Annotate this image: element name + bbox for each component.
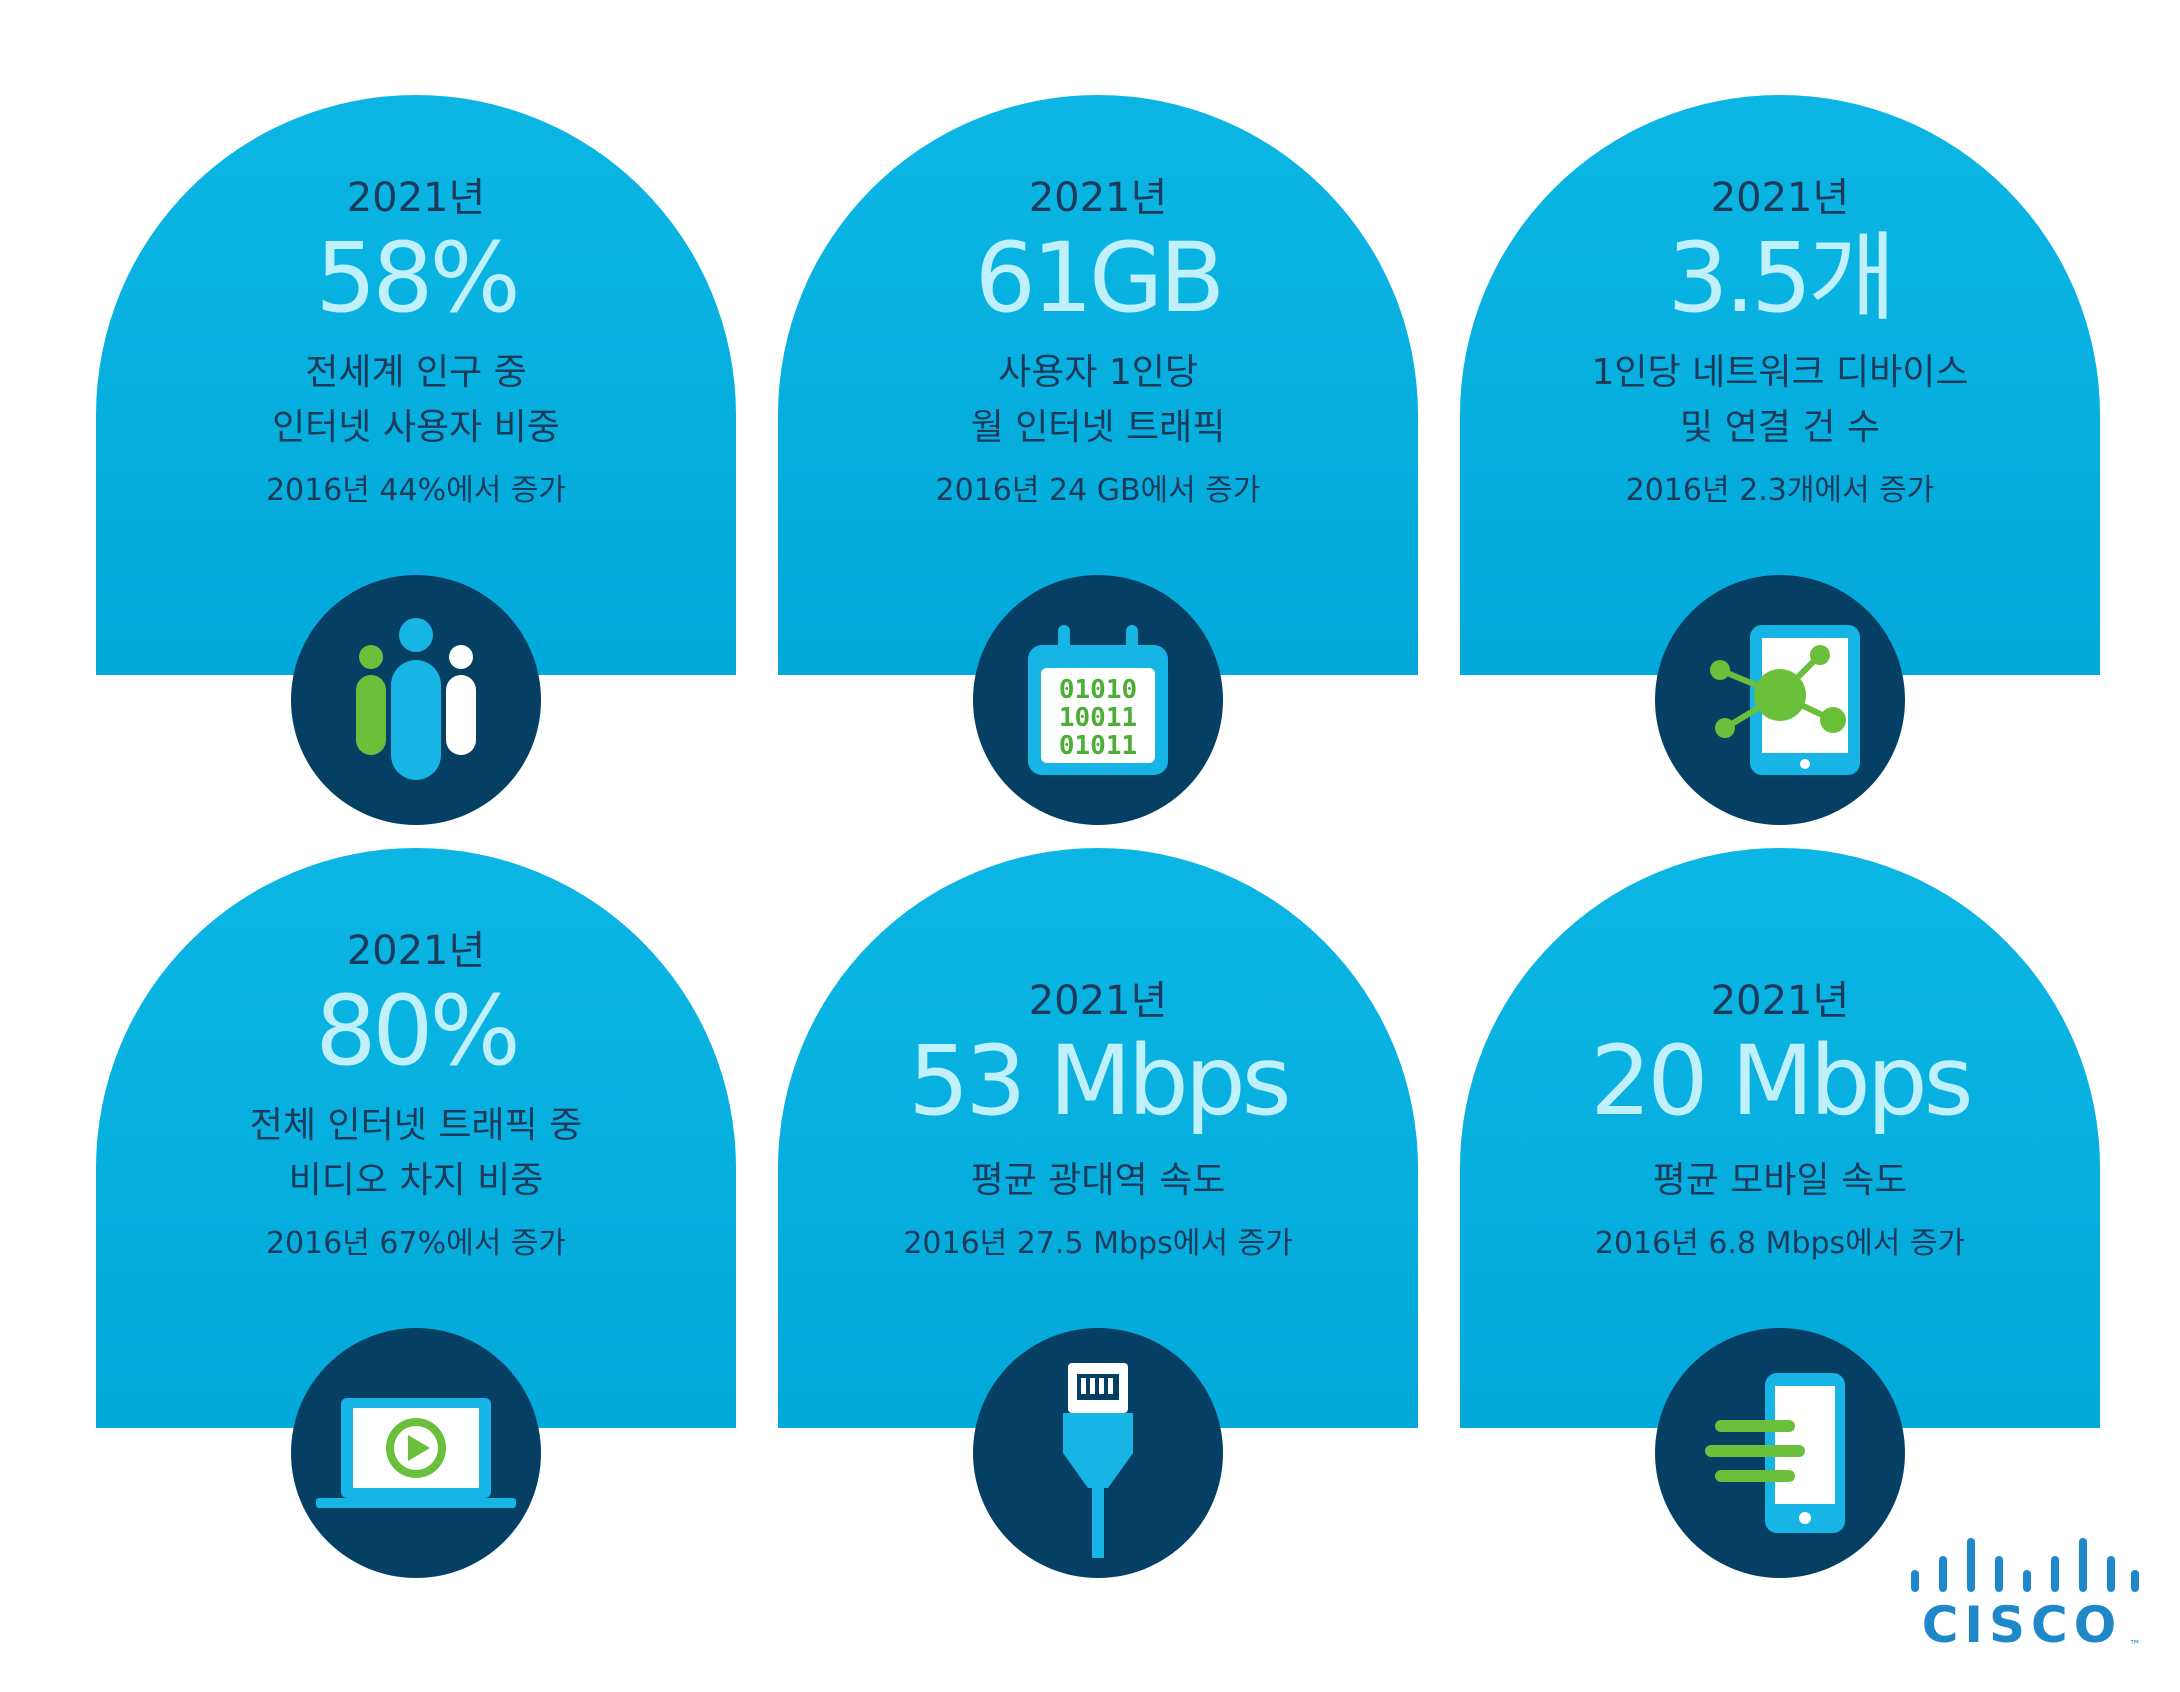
card-year: 2021년 bbox=[1028, 978, 1168, 1024]
card-growth-note: 2016년 27.5 Mbps에서 증가 bbox=[903, 1226, 1293, 1261]
icon-circle bbox=[1655, 575, 1905, 825]
card-description-line2: 및 연결 건 수 bbox=[1680, 407, 1880, 448]
card-growth-note: 2016년 44%에서 증가 bbox=[265, 473, 567, 508]
icon-circle bbox=[291, 1328, 541, 1578]
stat-card-broadband-speed: 2021년 53 Mbps 평균 광대역 속도 2016년 27.5 Mbps에… bbox=[778, 848, 1418, 1583]
card-growth-note: 2016년 24 GB에서 증가 bbox=[935, 473, 1261, 508]
binary-row-2: 10011 bbox=[1059, 703, 1137, 733]
card-value: 80% bbox=[315, 975, 520, 1087]
card-description-line1: 1인당 네트워크 디바이스 bbox=[1591, 352, 1969, 393]
card-growth-note: 2016년 6.8 Mbps에서 증가 bbox=[1594, 1226, 1966, 1261]
card-description-line1: 전세계 인구 중 bbox=[305, 352, 527, 393]
ethernet-cable-icon bbox=[1063, 1363, 1133, 1558]
trademark-mark: ™ bbox=[2129, 1638, 2141, 1652]
card-description-line1: 평균 모바일 속도 bbox=[1652, 1160, 1908, 1201]
card-description-line2: 인터넷 사용자 비중 bbox=[272, 407, 560, 448]
card-year: 2021년 bbox=[1028, 175, 1168, 221]
card-year: 2021년 bbox=[1710, 978, 1850, 1024]
card-value: 61GB bbox=[974, 222, 1225, 334]
card-year: 2021년 bbox=[346, 928, 486, 974]
tablet-network-icon bbox=[1710, 625, 1860, 775]
cisco-bars-icon bbox=[1911, 1538, 2139, 1592]
card-growth-note: 2016년 2.3개에서 증가 bbox=[1625, 473, 1935, 508]
stat-card-internet-users: 2021년 58% 전세계 인구 중 인터넷 사용자 비중 2016년 44%에… bbox=[96, 95, 736, 830]
icon-circle: 01010 10011 01011 bbox=[973, 575, 1223, 825]
stat-card-video-traffic: 2021년 80% 전체 인터넷 트래픽 중 비디오 차지 비중 2016년 6… bbox=[96, 848, 736, 1583]
stat-card-devices-per-person: 2021년 3.5개 1인당 네트워크 디바이스 및 연결 건 수 2016년 … bbox=[1460, 95, 2100, 830]
binary-calendar-icon: 01010 10011 01011 bbox=[1028, 625, 1168, 775]
card-value: 58% bbox=[315, 222, 520, 334]
card-year: 2021년 bbox=[1710, 175, 1850, 221]
cisco-wordmark: CISCO bbox=[1921, 1596, 2123, 1654]
cisco-logo: CISCO ™ bbox=[1905, 1530, 2145, 1660]
people-icon bbox=[356, 618, 476, 780]
card-value: 3.5개 bbox=[1667, 222, 1897, 334]
card-description-line1: 평균 광대역 속도 bbox=[970, 1160, 1226, 1201]
card-description-line2: 비디오 차지 비중 bbox=[288, 1160, 544, 1201]
binary-row-3: 01011 bbox=[1059, 731, 1137, 761]
stat-card-mobile-speed: 2021년 20 Mbps 평균 모바일 속도 2016년 6.8 Mbps에서… bbox=[1460, 848, 2100, 1583]
card-value: 53 Mbps bbox=[908, 1025, 1291, 1137]
laptop-video-icon bbox=[316, 1398, 516, 1508]
card-description-line1: 전체 인터넷 트래픽 중 bbox=[249, 1105, 583, 1146]
card-description-line2: 월 인터넷 트래픽 bbox=[970, 407, 1226, 448]
binary-row-1: 01010 bbox=[1059, 675, 1137, 705]
mobile-speed-icon bbox=[1705, 1373, 1845, 1533]
card-year: 2021년 bbox=[346, 175, 486, 221]
stat-card-monthly-traffic: 2021년 61GB 사용자 1인당 월 인터넷 트래픽 2016년 24 GB… bbox=[778, 95, 1418, 830]
icon-circle bbox=[291, 575, 541, 825]
icon-circle bbox=[1655, 1328, 1905, 1578]
icon-circle bbox=[973, 1328, 1223, 1578]
card-description-line1: 사용자 1인당 bbox=[998, 352, 1198, 393]
card-value: 20 Mbps bbox=[1590, 1025, 1973, 1137]
card-growth-note: 2016년 67%에서 증가 bbox=[265, 1226, 567, 1261]
